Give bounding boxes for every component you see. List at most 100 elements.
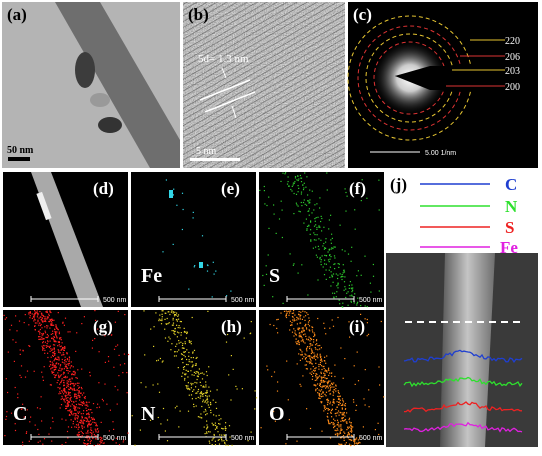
- signal-dot: [181, 375, 183, 377]
- signal-dot: [307, 194, 309, 196]
- signal-dot: [66, 369, 68, 371]
- signal-dot: [316, 343, 318, 345]
- signal-dot: [182, 362, 184, 364]
- signal-dot: [196, 392, 198, 394]
- signal-dot: [184, 374, 186, 376]
- signal-dot: [335, 273, 337, 275]
- signal-dot: [64, 375, 67, 377]
- signal-dot: [336, 419, 339, 421]
- signal-dot: [302, 189, 305, 191]
- signal-dot: [306, 229, 308, 231]
- signal-dot: [351, 294, 353, 296]
- signal-dot: [278, 218, 281, 220]
- ring-label: 200: [505, 82, 520, 93]
- signal-dot: [344, 358, 346, 360]
- signal-dot: [315, 390, 317, 392]
- signal-dot: [65, 441, 67, 444]
- signal-dot: [80, 386, 82, 389]
- signal-dot: [97, 403, 99, 405]
- signal-dot: [312, 365, 314, 368]
- signal-dot: [330, 372, 332, 374]
- signal-dot: [312, 326, 314, 329]
- signal-dot: [12, 339, 14, 341]
- signal-dot: [64, 395, 66, 397]
- signal-dot: [70, 361, 72, 363]
- signal-dot: [318, 375, 321, 377]
- signal-dot: [79, 392, 81, 394]
- signal-dot: [203, 426, 205, 428]
- signal-dot: [59, 387, 61, 389]
- signal-dot: [319, 397, 321, 400]
- signal-dot: [45, 336, 47, 338]
- signal-dot: [103, 442, 105, 444]
- signal-dot: [296, 316, 298, 318]
- signal-dot: [332, 424, 334, 426]
- signal-dot: [49, 384, 51, 386]
- signal-dot: [316, 387, 318, 390]
- signal-dot: [69, 378, 71, 380]
- signal-dot: [55, 363, 57, 365]
- signal-dot: [313, 209, 315, 211]
- signal-dot: [65, 396, 67, 398]
- signal-dot: [48, 345, 50, 348]
- signal-dot: [300, 322, 302, 324]
- signal-dot: [202, 401, 204, 403]
- signal-dot: [306, 350, 308, 352]
- signal-dot: [205, 395, 207, 397]
- signal-dot: [4, 435, 6, 437]
- signal-dot: [350, 444, 352, 446]
- signal-dot: [210, 404, 212, 406]
- signal-dot: [357, 380, 360, 382]
- signal-dot: [41, 334, 43, 336]
- signal-dot: [205, 386, 207, 388]
- signal-dot: [95, 431, 97, 433]
- signal-dot: [64, 401, 66, 403]
- signal-dot: [321, 230, 323, 232]
- signal-dot: [338, 397, 340, 399]
- signal-dot: [61, 361, 63, 363]
- signal-dot: [62, 354, 64, 356]
- signal-dot: [92, 339, 94, 341]
- ring-label: 203: [505, 66, 520, 77]
- signal-dot: [75, 424, 78, 426]
- signal-dot: [97, 430, 100, 432]
- signal-dot: [319, 359, 322, 361]
- signal-dot: [342, 420, 344, 422]
- scale-text: 500 nm: [359, 435, 383, 442]
- signal-dot: [68, 388, 70, 391]
- signal-dot: [294, 176, 297, 178]
- signal-dot: [318, 363, 320, 366]
- signal-dot: [77, 433, 79, 435]
- signal-dot: [355, 409, 357, 411]
- signal-dot: [78, 438, 80, 441]
- signal-dot: [84, 397, 86, 400]
- signal-dot: [321, 377, 323, 379]
- signal-dot: [61, 358, 63, 361]
- signal-dot: [53, 336, 55, 338]
- legend-label: Fe: [500, 238, 518, 257]
- signal-dot: [80, 392, 82, 394]
- signal-dot: [64, 347, 66, 350]
- signal-dot: [333, 401, 335, 403]
- signal-dot: [184, 356, 186, 358]
- signal-dot: [188, 388, 190, 390]
- signal-dot: [327, 419, 329, 421]
- signal-dot: [343, 414, 345, 416]
- signal-dot: [44, 332, 47, 334]
- signal-dot: [307, 313, 309, 316]
- signal-dot: [308, 317, 310, 319]
- signal-dot: [328, 261, 330, 263]
- signal-dot: [220, 418, 222, 420]
- signal-dot: [64, 387, 66, 389]
- signal-dot: [350, 429, 353, 431]
- signal-dot: [41, 320, 43, 322]
- signal-dot: [347, 291, 349, 293]
- signal-dot: [337, 277, 339, 280]
- signal-dot: [73, 405, 75, 407]
- signal-dot: [317, 349, 319, 351]
- signal-dot: [187, 388, 189, 390]
- signal-dot: [80, 430, 82, 432]
- signal-dot: [357, 442, 359, 444]
- signal-dot: [220, 437, 222, 439]
- signal-dot: [304, 319, 306, 321]
